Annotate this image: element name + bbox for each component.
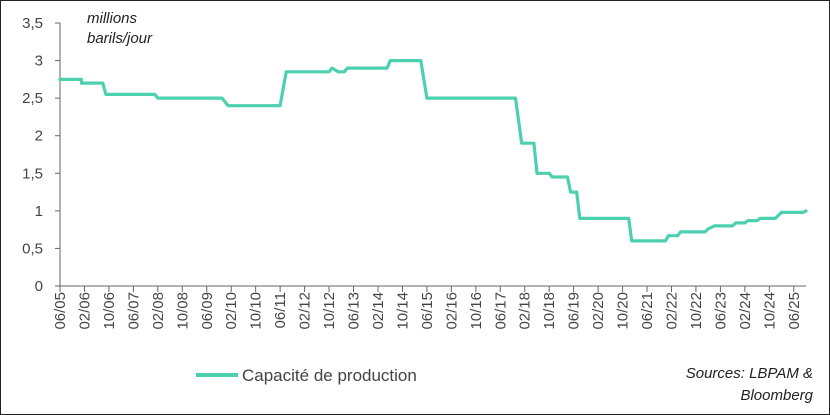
- x-tick-label: 10/12: [321, 292, 338, 330]
- x-tick-label: 10/24: [761, 292, 778, 330]
- x-tick-label: 06/17: [492, 292, 509, 330]
- x-tick-label: 10/18: [541, 292, 558, 330]
- x-tick-label: 02/10: [223, 292, 240, 330]
- x-tick-label: 06/25: [786, 292, 803, 330]
- x-tick-label: 06/07: [125, 292, 142, 330]
- x-tick-label: 10/06: [101, 292, 118, 330]
- x-tick-label: 10/08: [174, 292, 191, 330]
- x-tick-label: 02/08: [150, 292, 167, 330]
- source-line-2: Bloomberg: [740, 387, 813, 404]
- x-tick-label: 02/18: [517, 292, 534, 330]
- source-line-1: Sources: LBPAM &: [686, 365, 813, 382]
- y-tick-label: 2: [35, 128, 43, 145]
- y-tick-label: 3: [35, 53, 43, 70]
- y-tick-label: 1: [35, 203, 43, 220]
- y-tick-label: 0: [35, 278, 43, 295]
- x-tick-label: 06/13: [346, 292, 363, 330]
- x-tick-label: 02/06: [76, 292, 93, 330]
- y-tick-label: 0,5: [22, 240, 43, 257]
- x-tick-label: 02/14: [370, 292, 387, 330]
- legend-label: Capacité de production: [242, 366, 417, 385]
- y-tick-label: 1,5: [22, 165, 43, 182]
- x-tick-label: 02/24: [737, 292, 754, 330]
- x-tick-label: 10/16: [468, 292, 485, 330]
- series-layer: [58, 58, 808, 243]
- x-tick-label: 02/20: [590, 292, 607, 330]
- x-tick-label: 06/21: [639, 292, 656, 330]
- x-tick-label: 02/16: [443, 292, 460, 330]
- x-tick-label: 10/20: [615, 292, 632, 330]
- x-axis: 06/05 02/06 10/06 06/07 02/08 10/08 06/09 02/10…: [52, 285, 806, 330]
- x-tick-label: 06/05: [52, 292, 69, 330]
- legend: Capacité de production: [196, 366, 417, 385]
- x-tick-label: 02/12: [297, 292, 314, 330]
- y-tick-label: 2,5: [22, 90, 43, 107]
- x-tick-label: 06/11: [272, 292, 289, 328]
- x-tick-label: 10/22: [688, 292, 705, 330]
- x-tick-label: 10/14: [394, 292, 411, 330]
- x-tick-label: 06/19: [566, 292, 583, 330]
- x-tick-label: 06/09: [199, 292, 216, 330]
- series-line-capacite: [58, 58, 808, 243]
- y-tick-label: 3,5: [22, 15, 43, 32]
- y-axis-label-line-1: millions: [87, 10, 138, 27]
- x-tick-label: 10/10: [248, 292, 265, 330]
- x-tick-label: 02/22: [663, 292, 680, 330]
- x-tick-label: 06/23: [712, 292, 729, 330]
- y-axis-label-line-2: barils/jour: [87, 30, 153, 47]
- x-tick-label: 06/15: [419, 292, 436, 330]
- y-axis: 0 0,5 1 1,5 2 2,5 3 3,5: [22, 15, 61, 295]
